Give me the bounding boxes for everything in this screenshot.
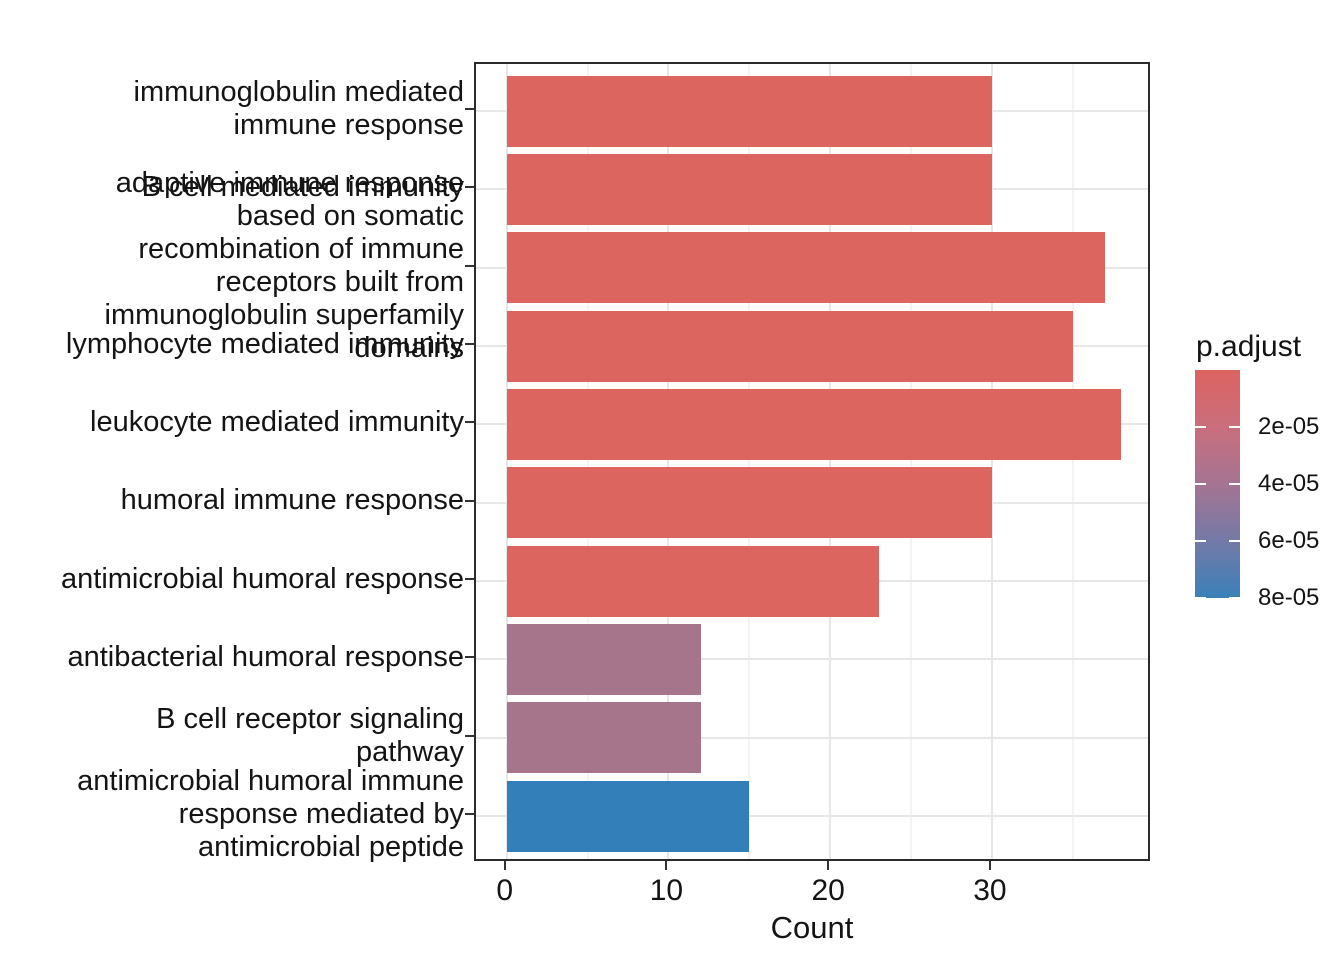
- legend-tick-right: [1229, 597, 1240, 599]
- grid-line-x-minor: [1071, 64, 1074, 859]
- y-axis-tick: [465, 499, 474, 502]
- bar: [506, 702, 701, 774]
- bar: [506, 153, 992, 225]
- y-axis-tick: [465, 656, 474, 659]
- legend-tick-left: [1195, 426, 1206, 428]
- legend-tick-label: 4e-05: [1258, 470, 1320, 497]
- grid-line-x-major: [990, 64, 993, 859]
- grid-line-y-major: [476, 815, 1148, 817]
- x-axis-tick: [665, 861, 668, 870]
- x-axis-tick-label: 30: [973, 874, 1007, 907]
- legend-tick-right: [1229, 483, 1240, 485]
- y-axis-tick: [465, 108, 474, 110]
- grid-line-y-major: [476, 658, 1148, 661]
- legend-tick-label: 2e-05: [1258, 413, 1320, 440]
- grid-line-x-minor: [910, 64, 913, 859]
- y-axis-label: adaptive immune response based on somati…: [104, 166, 464, 364]
- x-axis-title: Count: [770, 910, 854, 945]
- plot-panel: [474, 62, 1150, 861]
- y-axis-tick: [465, 578, 474, 580]
- y-axis-tick: [465, 421, 474, 424]
- x-axis-tick-label: 0: [496, 874, 514, 907]
- x-axis-tick-label: 10: [649, 874, 684, 907]
- x-axis-tick: [988, 861, 991, 870]
- y-axis-label: leukocyte mediated immunity: [90, 405, 464, 438]
- y-axis-label: B cell receptor signaling pathway: [156, 702, 464, 768]
- y-axis-label: B cell mediated immunity: [141, 170, 464, 203]
- legend-tick-right: [1229, 540, 1240, 542]
- bar: [506, 623, 701, 695]
- y-axis-label: humoral immune response: [120, 484, 464, 517]
- x-axis-tick-label: 20: [811, 874, 845, 907]
- y-axis-label: antimicrobial humoral immune response me…: [77, 764, 464, 863]
- grid-line-y-major: [476, 736, 1148, 739]
- legend-tick-left: [1195, 540, 1206, 542]
- y-axis-label: antimicrobial humoral response: [61, 562, 464, 595]
- y-axis-label: lymphocyte mediated immunity: [65, 327, 464, 360]
- bar: [506, 467, 992, 539]
- grid-line-x-minor: [748, 64, 751, 859]
- bar: [506, 232, 1106, 304]
- legend-tick-left: [1195, 483, 1206, 485]
- grid-line-x-major: [829, 64, 832, 859]
- bar: [506, 388, 1122, 460]
- grid-line-x-major: [667, 64, 670, 859]
- bar: [506, 780, 750, 852]
- y-axis-label: immunoglobulin mediated immune response: [133, 76, 464, 141]
- legend-tick-left: [1195, 597, 1206, 599]
- y-axis-tick: [465, 734, 474, 737]
- grid-line-x-major: [505, 64, 508, 859]
- y-axis-label: antibacterial humoral response: [67, 640, 464, 673]
- bar: [506, 75, 992, 147]
- bar: [506, 310, 1073, 382]
- y-axis-tick: [465, 264, 474, 267]
- legend-tick-right: [1229, 426, 1240, 428]
- bar: [506, 545, 879, 617]
- y-axis-tick: [465, 186, 474, 189]
- legend-tick-label: 6e-05: [1258, 527, 1320, 554]
- legend-tick-label: 8e-05: [1258, 584, 1320, 611]
- legend-title: p.adjust: [1196, 330, 1302, 363]
- grid-line-x-minor: [586, 64, 589, 859]
- y-axis-tick: [465, 343, 474, 345]
- x-axis-tick: [503, 861, 506, 870]
- y-axis-tick: [465, 813, 474, 815]
- x-axis-tick: [827, 861, 830, 870]
